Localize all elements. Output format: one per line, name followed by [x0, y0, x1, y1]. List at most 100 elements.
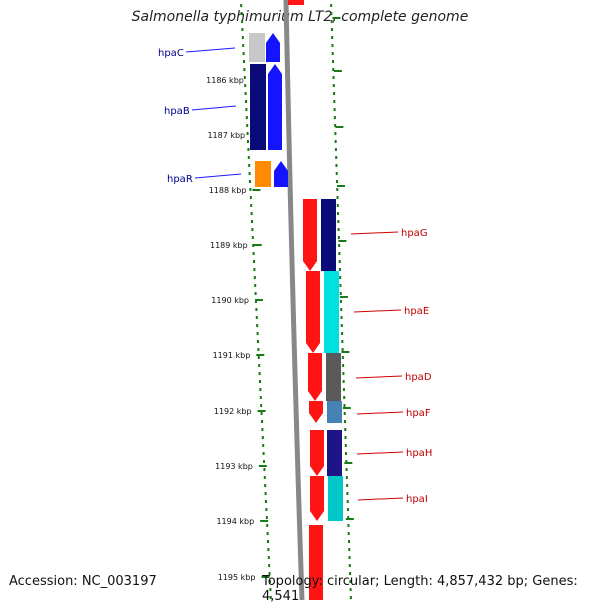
ring-dot — [263, 468, 266, 471]
ring-dot — [249, 188, 252, 191]
ring-dot — [241, 20, 243, 23]
ring-dot — [349, 596, 352, 599]
ring-dot — [335, 172, 338, 175]
ring-dot — [335, 156, 338, 159]
ring-dot — [344, 444, 347, 447]
ring-dot — [344, 428, 347, 431]
ring-dot — [246, 132, 249, 135]
kbp-tick — [339, 296, 348, 298]
kbp-ticks: 1186 kbp 1187 kbp 1188 kbp 1189 kbp 1190 kbp… — [206, 17, 354, 582]
gene-label-hpaB[interactable]: hpaB — [164, 106, 190, 117]
ring-dot — [244, 92, 247, 95]
gene-block-hpaF[interactable] — [327, 401, 342, 423]
gene-block-hpaC[interactable] — [249, 33, 265, 62]
gene-label-hpaR[interactable]: hpaR — [167, 174, 193, 185]
ring-dot — [338, 244, 341, 247]
ring-dot — [246, 124, 249, 127]
accession-text: Accession: NC_003197 — [9, 574, 157, 589]
ring-dot — [264, 492, 267, 495]
gene-arrow-hpaI[interactable] — [310, 476, 324, 521]
gene-block-hpaB[interactable] — [250, 64, 266, 150]
gene-block-hpaE[interactable] — [324, 271, 339, 353]
ring-dot — [243, 68, 246, 71]
ring-dot — [339, 292, 342, 295]
partial-feature — [309, 525, 323, 600]
gene-label-hpaE[interactable]: hpaE — [404, 306, 429, 317]
ring-dot — [330, 28, 333, 31]
ring-dot — [346, 500, 349, 503]
ring-dot — [252, 244, 255, 247]
ring-dot — [263, 460, 265, 463]
ring-dot — [266, 524, 269, 527]
ring-dot — [337, 236, 340, 239]
kbp-tick — [258, 465, 267, 467]
ring-dot — [346, 484, 349, 487]
ring-dot — [348, 540, 350, 543]
gene-arrow-hpaD[interactable] — [308, 353, 322, 401]
ring-dot — [334, 140, 337, 143]
label-leader — [357, 497, 404, 501]
label-leader — [353, 309, 402, 313]
gene-label-hpaH[interactable]: hpaH — [406, 448, 432, 459]
kbp-tick — [345, 518, 354, 520]
ring-dot — [261, 428, 264, 431]
ring-dot — [333, 108, 336, 111]
ring-dot — [243, 76, 246, 79]
gene-arrow-hpaE[interactable] — [306, 271, 320, 353]
ring-dot — [331, 36, 334, 39]
gene-block-hpaR[interactable] — [255, 161, 271, 187]
ring-dot — [267, 540, 269, 543]
gene-arrow-hpaG[interactable] — [303, 199, 317, 271]
ring-dot — [265, 508, 268, 511]
ring-dot — [252, 252, 255, 255]
ring-dot — [247, 140, 249, 143]
ring-dot — [332, 60, 334, 63]
gene-block-hpaH[interactable] — [327, 430, 342, 476]
kbp-tick-label: 1193 kbp — [215, 462, 253, 471]
gene-block-hpaG[interactable] — [321, 199, 336, 271]
kbp-tick-label: 1191 kbp — [213, 351, 251, 360]
label-leader — [185, 47, 236, 53]
ring-dot — [248, 164, 251, 167]
ring-dot — [347, 524, 350, 527]
gene-label-hpaC[interactable]: hpaC — [158, 48, 184, 59]
gene-arrow-hpaF[interactable] — [309, 401, 323, 423]
gene-features — [249, 33, 343, 600]
gene-block-hpaI[interactable] — [328, 476, 343, 521]
ring-dot — [267, 548, 270, 551]
kbp-tick-label: 1195 kbp — [218, 573, 256, 582]
gene-label-hpaF[interactable]: hpaF — [406, 408, 431, 419]
ring-dot — [340, 316, 343, 319]
ring-dot — [257, 340, 259, 343]
ring-dot — [347, 532, 350, 535]
ring-dot — [260, 412, 263, 415]
ring-dot — [340, 300, 342, 303]
ring-dot — [265, 516, 268, 519]
gene-block-hpaD[interactable] — [326, 353, 341, 401]
gene-arrow-hpaB[interactable] — [268, 64, 282, 150]
label-leader — [355, 375, 403, 379]
ring-dot — [250, 204, 253, 207]
gene-arrow-hpaR[interactable] — [274, 161, 288, 187]
ring-dot — [263, 476, 266, 479]
gene-arrow-hpaC[interactable] — [266, 33, 280, 62]
kbp-tick-label: 1190 kbp — [211, 296, 249, 305]
ring-dot — [337, 212, 340, 215]
ring-dot — [258, 364, 261, 367]
ring-dot — [333, 116, 336, 119]
ring-dot — [342, 380, 345, 383]
ring-dot — [332, 84, 335, 87]
ring-dot — [267, 556, 270, 559]
ring-dot — [345, 460, 348, 463]
ring-dot — [261, 436, 264, 439]
kbp-tick — [335, 126, 344, 128]
ring-dot — [244, 84, 247, 87]
gene-label-hpaG[interactable]: hpaG — [401, 228, 428, 239]
gene-arrow-hpaH[interactable] — [310, 430, 324, 476]
backbone-line — [283, 0, 305, 600]
gene-label-hpaI[interactable]: hpaI — [406, 494, 428, 505]
gene-label-hpaD[interactable]: hpaD — [405, 372, 432, 383]
ring-dot — [344, 436, 347, 439]
ring-dot — [250, 212, 253, 215]
